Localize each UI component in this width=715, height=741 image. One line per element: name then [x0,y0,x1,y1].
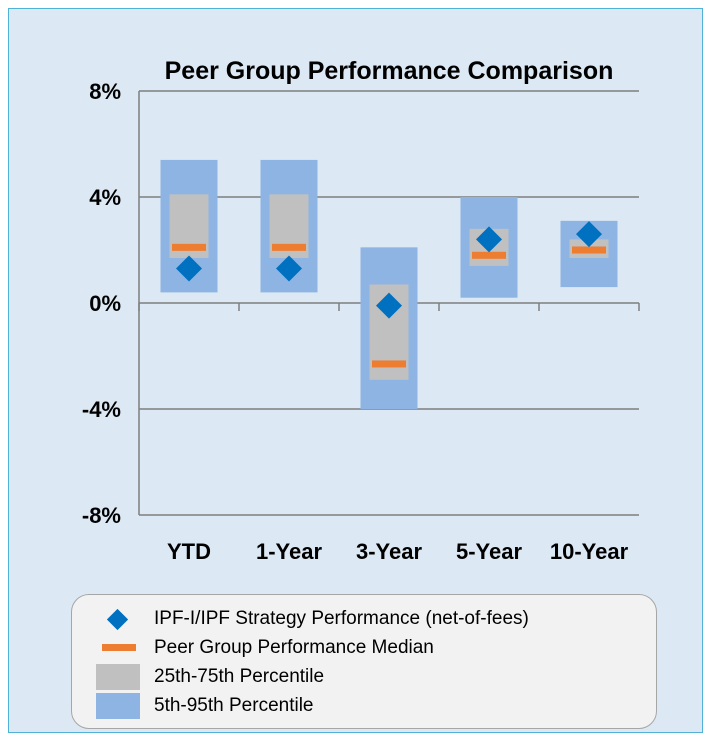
diamond-icon [106,608,129,631]
median-marker [272,243,306,251]
median-marker [472,251,506,259]
markers [172,221,606,368]
legend-label: 5th-95th Percentile [154,695,314,716]
chart-title: Peer Group Performance Comparison [165,57,614,85]
strategy-marker [376,292,402,319]
legend-item-range: 5th-95th Percentile [72,692,656,720]
x-tick-label: YTD [167,539,211,564]
dash-icon [102,644,136,651]
blue-box-icon [96,693,140,719]
median-marker [172,243,206,251]
median-marker [372,360,406,368]
y-tick-label: -4% [82,397,121,422]
x-tick-label: 5-Year [456,539,522,564]
gray-box-icon [96,664,140,690]
legend-item-strategy: IPF-I/IPF Strategy Performance (net-of-f… [72,605,656,633]
y-tick-label: -8% [82,503,121,528]
y-tick-labels: 8% 4% 0% -4% -8% [82,79,121,528]
x-tick-label: 3-Year [356,539,422,564]
x-tick-label: 10-Year [550,539,629,564]
median-marker [572,246,606,254]
legend-label: IPF-I/IPF Strategy Performance (net-of-f… [154,608,529,629]
strategy-marker [476,226,502,253]
legend-item-iqr: 25th-75th Percentile [72,663,656,691]
legend-item-median: Peer Group Performance Median [72,634,656,662]
strategy-marker [576,221,602,248]
y-tick-label: 8% [89,79,121,104]
x-tick-labels: YTD 1-Year 3-Year 5-Year 10-Year [167,539,629,564]
legend: IPF-I/IPF Strategy Performance (net-of-f… [71,594,657,729]
y-tick-label: 0% [89,291,121,316]
x-tick-label: 1-Year [256,539,322,564]
peer-group-chart: Peer Group Performance Comparison 8% 4% 0%… [82,57,640,564]
y-tick-label: 4% [89,185,121,210]
legend-label: Peer Group Performance Median [154,637,434,658]
legend-label: 25th-75th Percentile [154,666,325,687]
chart-frame: Peer Group Performance Comparison 8% 4% 0%… [8,8,703,733]
